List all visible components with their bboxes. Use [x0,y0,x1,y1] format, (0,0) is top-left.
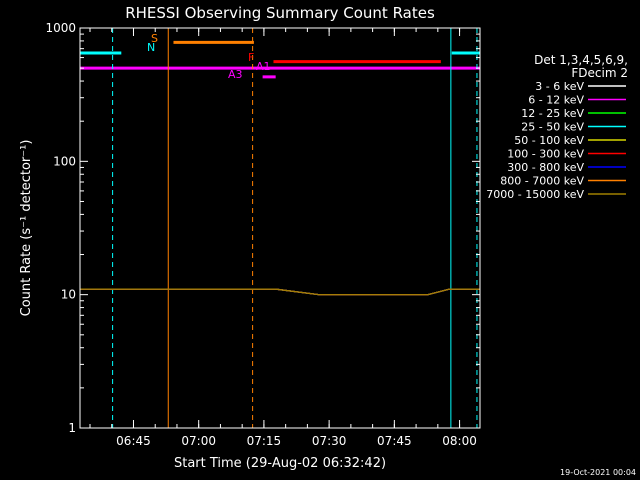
legend-header-line-1: Det 1,3,4,5,6,9, [534,53,628,67]
flag-annotation-label: A1 [256,60,271,73]
flag-annotations: NS F A3 A1 [147,32,271,81]
legend-entry-label: 50 - 100 keV [514,134,584,147]
legend-entry-label: 25 - 50 keV [521,121,584,134]
y-tick-label: 1000 [45,21,76,35]
x-tick-label: 07:30 [312,434,347,448]
flag-annotation-label: N [147,41,155,54]
legend-entry-label: 100 - 300 keV [507,148,584,161]
y-tick-label: 10 [61,288,76,302]
x-tick-label: 07:45 [377,434,412,448]
y-tick-label: 100 [53,154,76,168]
footer-timestamp: 19-Oct-2021 00:04 [560,468,636,477]
x-tick-label: 06:45 [116,434,151,448]
legend-entry-label: 800 - 7000 keV [500,175,584,188]
flag-annotation-label: A3 [228,68,243,81]
x-tick-label: 07:00 [181,434,216,448]
event-markers [112,28,478,428]
legend-entry-label: 6 - 12 keV [528,94,584,107]
series-line [80,288,480,296]
flag-annotation-label: S [151,32,158,45]
flag-bars [80,40,480,79]
x-tick-label: 08:00 [442,434,477,448]
legend-entry-label: 7000 - 15000 keV [486,188,584,201]
legend-header-line-2: FDecim 2 [571,66,628,80]
x-axis-label: Start Time (29-Aug-02 06:32:42) [174,456,386,471]
legend-entry-label: 12 - 25 keV [521,107,584,120]
flag-annotation-label: F [248,51,254,64]
legend-entry-label: 300 - 800 keV [507,161,584,174]
plot-frame [79,27,481,429]
x-tick-label: 07:15 [247,434,282,448]
y-axis-ticks: 1 10 100 1000 [45,21,480,435]
y-tick-label: 1 [68,421,76,435]
data-series [80,288,480,296]
chart-title: RHESSI Observing Summary Count Rates [125,4,435,22]
y-axis-label: Count Rate (s⁻¹ detector⁻¹) [19,140,34,317]
x-axis-ticks: 06:45 07:00 07:15 07:30 07:45 08:00 [89,28,477,448]
legend-entry-label: 3 - 6 keV [535,80,584,93]
